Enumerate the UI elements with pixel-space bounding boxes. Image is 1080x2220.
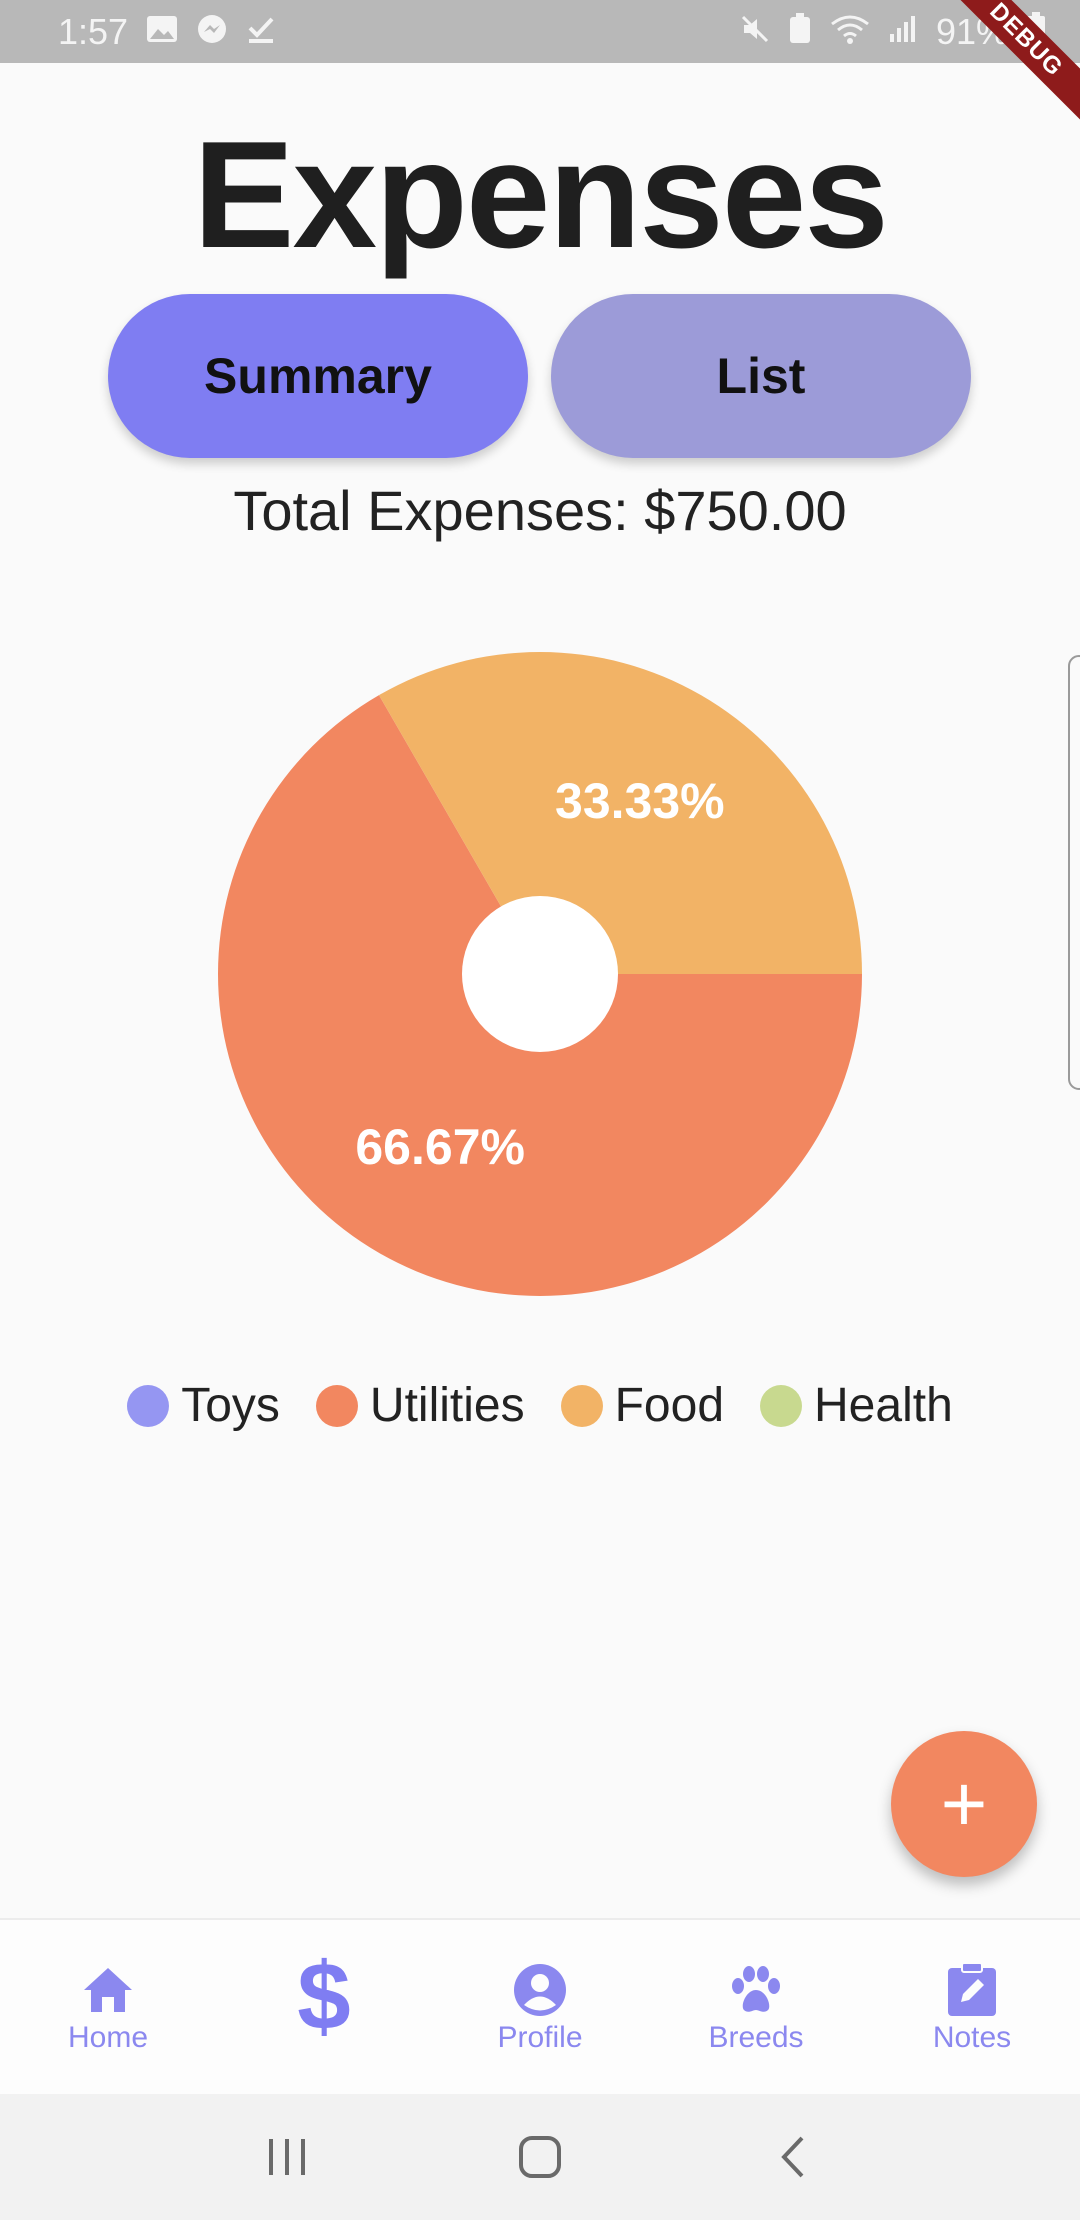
home-system-icon[interactable] <box>490 2117 590 2197</box>
edge-panel-handle[interactable] <box>1068 655 1080 1090</box>
task-check-icon <box>246 14 276 49</box>
pie-label-food: 33.33% <box>555 773 725 829</box>
legend-label-toys: Toys <box>181 1379 280 1432</box>
status-bar: 1:57 91% <box>0 0 1080 63</box>
chart-legend: Toys Utilities Food Health <box>0 1378 1080 1433</box>
nav-item-notes[interactable]: Notes <box>872 1959 1072 2055</box>
nav-label-notes: Notes <box>932 2021 1012 2054</box>
paw-icon <box>728 1959 784 2021</box>
legend-dot-health <box>760 1384 803 1427</box>
nav-item-home[interactable]: Home <box>8 1959 208 2055</box>
legend-label-health: Health <box>814 1379 953 1432</box>
nav-item-expenses[interactable]: $ <box>224 1949 424 2045</box>
summary-tab-button[interactable]: Summary <box>108 294 528 458</box>
back-icon[interactable] <box>743 2117 843 2197</box>
legend-item-utilities: Utilities <box>315 1378 525 1433</box>
mute-icon <box>740 14 770 49</box>
nav-item-profile[interactable]: Profile <box>440 1959 640 2055</box>
recent-apps-icon[interactable] <box>237 2117 337 2197</box>
pie-slice-food <box>379 652 862 974</box>
recycle-icon <box>788 13 812 50</box>
system-navigation-bar <box>0 2094 1080 2220</box>
nav-label-breeds: Breeds <box>708 2021 804 2054</box>
pie-label-utilities: 66.67% <box>355 1119 525 1175</box>
wifi-icon <box>830 14 870 49</box>
bottom-navigation: Home $ Profile Breeds Notes <box>0 1918 1080 2094</box>
status-time: 1:57 <box>58 10 129 52</box>
total-expenses-text: Total Expenses: $750.00 <box>233 479 847 542</box>
profile-icon <box>512 1959 568 2021</box>
legend-dot-toys <box>127 1384 170 1427</box>
legend-label-utilities: Utilities <box>369 1379 525 1432</box>
legend-dot-utilities <box>315 1384 358 1427</box>
nav-item-breeds[interactable]: Breeds <box>656 1959 856 2055</box>
signal-icon <box>888 14 918 49</box>
home-icon <box>80 1959 136 2021</box>
gallery-icon <box>146 15 178 48</box>
notes-icon <box>946 1959 998 2021</box>
legend-item-food: Food <box>560 1378 725 1433</box>
list-tab-button[interactable]: List <box>551 294 971 458</box>
nav-label-profile: Profile <box>497 2021 583 2054</box>
legend-item-health: Health <box>760 1378 953 1433</box>
page-title: Expenses <box>193 110 889 280</box>
legend-dot-food <box>560 1384 603 1427</box>
legend-item-toys: Toys <box>127 1378 280 1433</box>
nav-label-home: Home <box>67 2021 149 2054</box>
donut-hole <box>462 896 618 1052</box>
dollar-icon: $ <box>297 1943 351 2050</box>
add-expense-button[interactable]: + <box>891 1731 1037 1877</box>
expenses-pie-chart: 66.67% 33.33% <box>218 652 862 1296</box>
legend-label-food: Food <box>614 1379 725 1432</box>
messenger-icon <box>196 13 228 50</box>
